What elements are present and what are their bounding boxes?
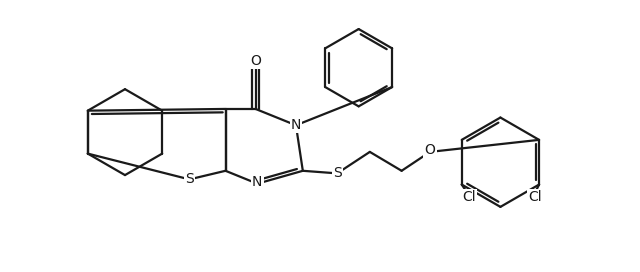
Text: O: O — [424, 143, 435, 157]
Text: S: S — [333, 166, 342, 180]
Text: Cl: Cl — [462, 190, 476, 205]
Text: Cl: Cl — [528, 190, 541, 205]
Text: S: S — [185, 172, 194, 186]
Text: N: N — [252, 175, 262, 189]
Text: N: N — [291, 118, 301, 132]
Text: O: O — [250, 54, 261, 68]
